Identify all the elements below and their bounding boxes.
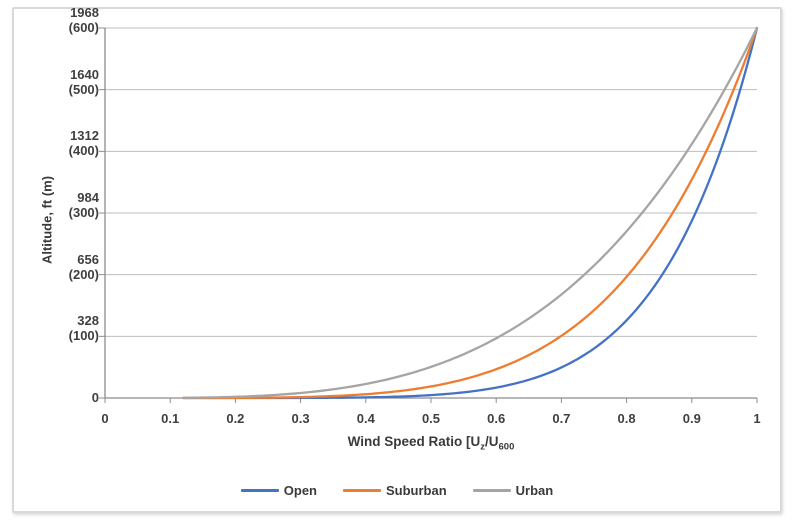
y-tick-label: 1312 (400) bbox=[24, 128, 99, 158]
legend-label: Urban bbox=[515, 483, 554, 498]
y-tick-feet: 1640 bbox=[70, 66, 99, 82]
y-tick-feet: 0 bbox=[91, 390, 99, 405]
y-tick-meters: (500) bbox=[68, 81, 99, 97]
x-tick-label: 0.3 bbox=[291, 411, 310, 426]
x-axis-title-text: /U bbox=[485, 434, 499, 449]
y-tick-feet: 656 bbox=[77, 251, 99, 267]
x-axis-title-subscript-z: z bbox=[480, 441, 486, 453]
y-tick-label: 656 (200) bbox=[24, 252, 99, 282]
y-tick-feet: 328 bbox=[77, 313, 99, 329]
y-tick-feet: 984 bbox=[77, 190, 99, 205]
y-tick-label: 984 (300) bbox=[24, 190, 99, 220]
x-tick-label: 0 bbox=[101, 411, 109, 426]
y-tick-meters: (200) bbox=[68, 266, 99, 282]
y-tick-label: 328 (100) bbox=[24, 313, 99, 343]
curve-suburban bbox=[182, 26, 759, 400]
legend-label: Suburban bbox=[386, 483, 447, 498]
y-tick-label: 1640 (500) bbox=[24, 67, 99, 97]
y-tick-feet: 1968 bbox=[70, 5, 99, 20]
legend-line-swatch bbox=[472, 489, 511, 492]
y-axis-title: Altitude, ft (m) bbox=[39, 175, 55, 265]
legend-item-open: Open bbox=[240, 483, 317, 498]
y-tick-meters: (400) bbox=[68, 143, 99, 159]
x-tick-label: 0.7 bbox=[552, 411, 571, 426]
chart-frame bbox=[12, 7, 782, 513]
x-tick-label: 0.8 bbox=[617, 411, 636, 426]
x-tick-label: 0.9 bbox=[682, 411, 701, 426]
x-tick-label: 0.2 bbox=[226, 411, 245, 426]
x-tick-label: 0.5 bbox=[421, 411, 441, 426]
legend: Open Suburban Urban bbox=[12, 483, 782, 498]
curve-urban bbox=[182, 26, 759, 399]
legend-label: Open bbox=[283, 483, 317, 498]
x-tick-label: 0.1 bbox=[161, 411, 180, 426]
y-tick-meters: (600) bbox=[68, 20, 99, 35]
x-tick-label: 0.6 bbox=[487, 411, 506, 426]
x-tick-label: 1 bbox=[753, 411, 761, 426]
y-tick-meters: (100) bbox=[68, 328, 99, 344]
legend-line-swatch bbox=[240, 489, 279, 492]
legend-line-swatch bbox=[343, 489, 381, 492]
y-tick-meters: (300) bbox=[68, 205, 99, 220]
legend-item-urban: Urban bbox=[472, 483, 554, 498]
y-tick-label: 1968 (600) bbox=[24, 5, 99, 35]
x-axis-title: Wind Speed Ratio [Uz/U600 bbox=[105, 434, 757, 452]
y-tick-feet: 1312 bbox=[70, 128, 99, 144]
legend-item-suburban: Suburban bbox=[343, 483, 447, 498]
x-tick-label: 0.4 bbox=[356, 411, 375, 426]
y-tick-label: 0 bbox=[24, 390, 99, 405]
x-axis-title-text: Wind Speed Ratio [U bbox=[347, 434, 481, 449]
x-axis-title-subscript-600: 600 bbox=[498, 441, 515, 453]
